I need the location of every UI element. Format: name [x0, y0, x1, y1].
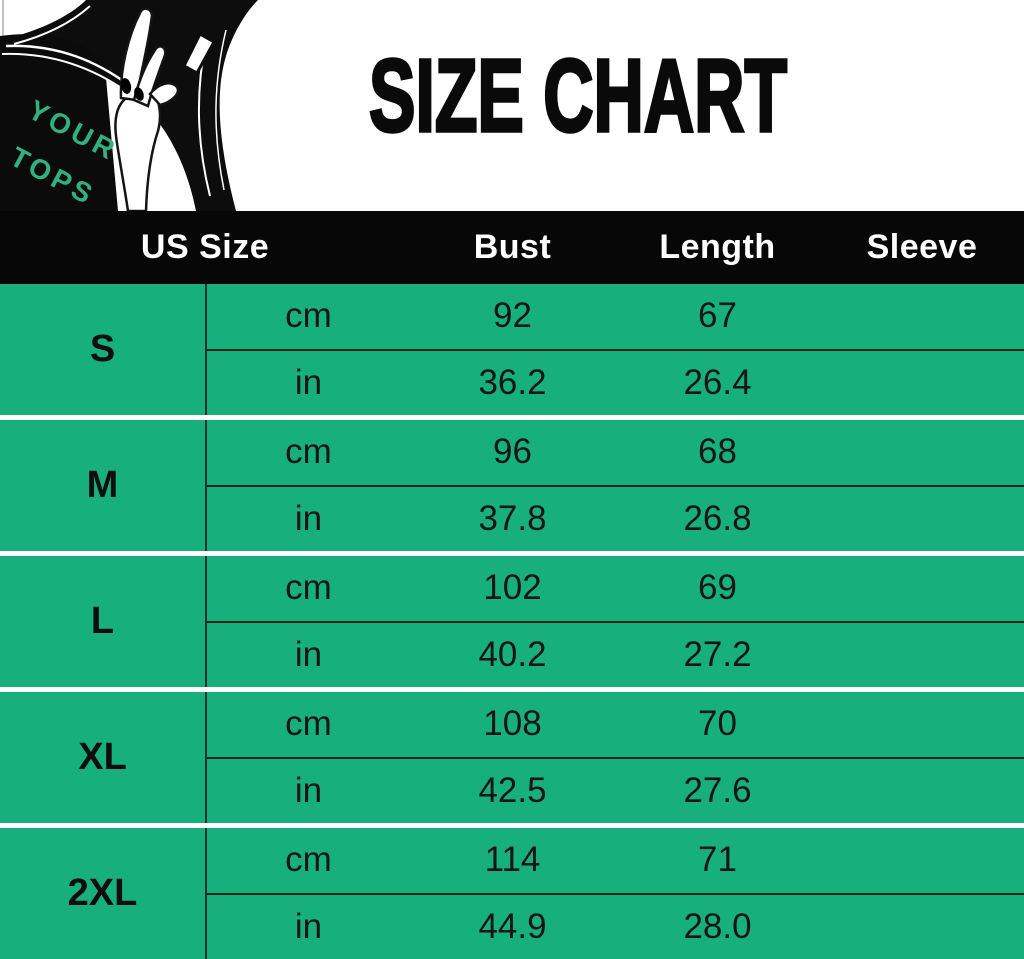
size-label: M — [86, 464, 119, 506]
size-label: 2XL — [67, 872, 138, 914]
unit-label: in — [294, 770, 323, 810]
bust-value: 92 — [493, 296, 532, 336]
measurement-row-in: in 36.2 26.4 — [207, 348, 1024, 416]
unit-label: in — [294, 634, 323, 674]
length-value: 69 — [698, 568, 737, 608]
length-value: 67 — [698, 296, 737, 336]
unit-label: cm — [285, 840, 332, 880]
size-group-l: L cm 102 69 in 40.2 27.2 — [0, 551, 1024, 687]
measurement-row-in: in 44.9 28.0 — [207, 892, 1024, 959]
bust-value: 40.2 — [478, 634, 547, 674]
length-value: 27.6 — [683, 770, 752, 810]
size-label: S — [89, 328, 116, 370]
size-label: XL — [78, 736, 127, 778]
measurement-row-cm: cm 102 69 — [207, 556, 1024, 621]
table-header: US Size Bust Length Sleeve — [0, 211, 1024, 284]
unit-label: cm — [285, 704, 332, 744]
shirt-art — [0, 34, 118, 211]
unit-label: cm — [285, 568, 332, 608]
size-label: L — [90, 600, 115, 642]
length-value: 70 — [698, 704, 737, 744]
bust-value: 44.9 — [478, 906, 547, 946]
unit-label: cm — [285, 432, 332, 472]
size-group-m: M cm 96 68 in 37.8 26.8 — [0, 415, 1024, 551]
length-value: 26.8 — [683, 498, 752, 538]
length-value: 28.0 — [683, 906, 752, 946]
bust-value: 42.5 — [478, 770, 547, 810]
measurement-row-cm: cm 96 68 — [207, 420, 1024, 485]
brand-illustration: YOUR TOPS SIZE CHART — [0, 0, 789, 211]
size-group-2xl: 2XL cm 114 71 in 44.9 28.0 — [0, 823, 1024, 959]
bust-value: 102 — [483, 568, 542, 608]
header-sleeve: Sleeve — [866, 228, 978, 266]
bust-value: 36.2 — [478, 362, 547, 402]
length-value: 26.4 — [683, 362, 752, 402]
measurement-row-cm: cm 108 70 — [207, 692, 1024, 757]
hero-section: YOUR TOPS SIZE CHART — [0, 0, 1024, 211]
size-group-xl: XL cm 108 70 in 42.5 27.6 — [0, 687, 1024, 823]
unit-label: in — [294, 362, 323, 402]
size-table-body: S cm 92 67 in 36.2 26.4 M — [0, 284, 1024, 959]
hairband-art — [182, 31, 217, 76]
bust-value: 37.8 — [478, 498, 547, 538]
nail-polish-dot — [134, 87, 144, 101]
unit-label: cm — [285, 296, 332, 336]
header-length: Length — [659, 228, 776, 266]
size-group-s: S cm 92 67 in 36.2 26.4 — [0, 284, 1024, 415]
page-title: SIZE CHART — [369, 38, 787, 153]
unit-label: in — [294, 498, 323, 538]
hand-art — [114, 7, 180, 211]
unit-label: in — [294, 906, 323, 946]
length-value: 27.2 — [683, 634, 752, 674]
length-value: 71 — [698, 840, 737, 880]
measurement-row-in: in 42.5 27.6 — [207, 756, 1024, 824]
length-value: 68 — [698, 432, 737, 472]
measurement-row-in: in 40.2 27.2 — [207, 620, 1024, 688]
measurement-row-cm: cm 114 71 — [207, 828, 1024, 893]
bust-value: 96 — [493, 432, 532, 472]
header-bust: Bust — [473, 228, 552, 266]
bust-value: 114 — [484, 840, 541, 880]
measurement-row-in: in 37.8 26.8 — [207, 484, 1024, 552]
header-us-size: US Size — [140, 228, 270, 266]
bust-value: 108 — [483, 704, 542, 744]
nail-polish-dot — [120, 78, 132, 94]
hair-spike-art — [73, 0, 134, 20]
measurement-row-cm: cm 92 67 — [207, 284, 1024, 349]
